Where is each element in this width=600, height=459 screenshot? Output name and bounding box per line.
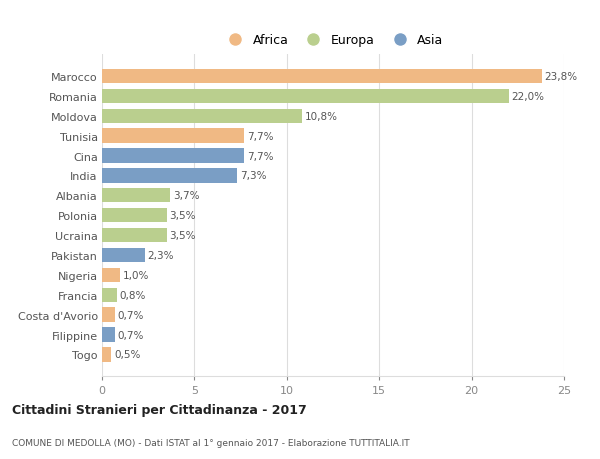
Text: 23,8%: 23,8% [545,72,578,82]
Text: 0,7%: 0,7% [118,330,144,340]
Text: 7,7%: 7,7% [247,131,274,141]
Bar [102,248,145,263]
Text: 0,5%: 0,5% [114,350,140,359]
Bar [102,149,244,163]
Text: 7,7%: 7,7% [247,151,274,161]
Text: 2,3%: 2,3% [147,251,174,260]
Bar [102,328,115,342]
Legend: Africa, Europa, Asia: Africa, Europa, Asia [218,29,449,52]
Text: 7,3%: 7,3% [239,171,266,181]
Bar [102,208,167,223]
Bar [102,90,509,104]
Bar [102,288,117,302]
Bar [102,109,302,123]
Bar [102,70,542,84]
Text: 3,5%: 3,5% [169,211,196,221]
Text: 3,5%: 3,5% [169,230,196,241]
Text: 10,8%: 10,8% [304,112,337,122]
Bar [102,189,170,203]
Text: Cittadini Stranieri per Cittadinanza - 2017: Cittadini Stranieri per Cittadinanza - 2… [12,403,307,416]
Bar [102,308,115,322]
Bar [102,169,237,183]
Bar [102,268,121,282]
Text: 22,0%: 22,0% [511,92,544,101]
Text: COMUNE DI MEDOLLA (MO) - Dati ISTAT al 1° gennaio 2017 - Elaborazione TUTTITALIA: COMUNE DI MEDOLLA (MO) - Dati ISTAT al 1… [12,438,410,447]
Bar [102,129,244,144]
Text: 3,7%: 3,7% [173,191,200,201]
Text: 0,7%: 0,7% [118,310,144,320]
Bar [102,229,167,243]
Text: 0,8%: 0,8% [119,290,146,300]
Text: 1,0%: 1,0% [123,270,149,280]
Bar [102,347,111,362]
